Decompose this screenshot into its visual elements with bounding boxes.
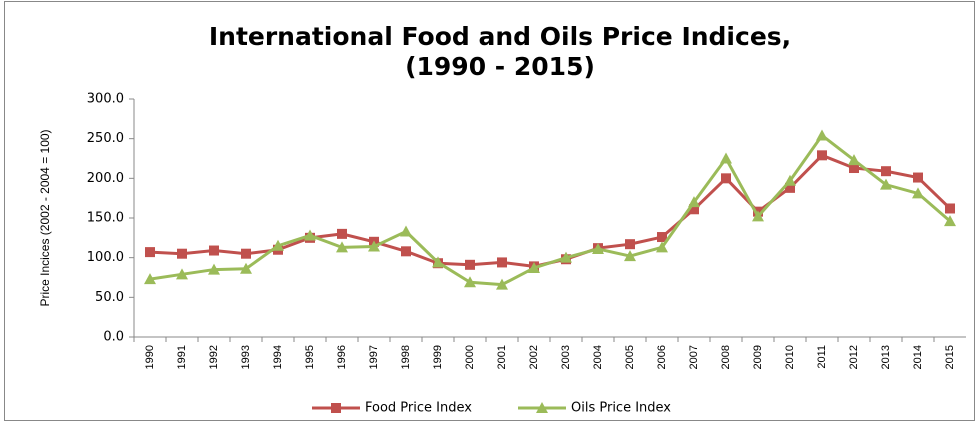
data-point	[945, 203, 955, 214]
x-tick-label: 2008	[720, 345, 732, 369]
data-point	[464, 276, 476, 288]
x-tick-label: 2006	[656, 345, 668, 369]
data-point	[688, 196, 700, 208]
y-tick-label: 150.0	[87, 211, 124, 226]
y-tick-label: 200.0	[87, 171, 124, 186]
data-point	[752, 210, 764, 222]
data-point	[336, 241, 348, 253]
data-point	[401, 246, 411, 257]
x-tick-label: 1993	[240, 345, 252, 369]
data-point	[817, 150, 827, 161]
data-point	[720, 152, 732, 164]
y-tick-label: 50.0	[95, 290, 124, 305]
data-point	[304, 229, 316, 241]
data-point	[177, 248, 187, 259]
data-point	[497, 257, 507, 268]
x-tick-label: 2001	[496, 345, 508, 369]
x-tick-label: 2002	[528, 345, 540, 369]
data-point	[849, 163, 859, 174]
x-tick-label: 2005	[624, 345, 636, 369]
data-point	[368, 240, 380, 252]
data-point	[912, 187, 924, 199]
x-tick-label: 2012	[848, 345, 860, 369]
data-point	[848, 154, 860, 166]
data-point	[592, 242, 604, 254]
data-point	[784, 174, 796, 186]
data-point	[528, 261, 540, 273]
data-point	[656, 241, 668, 253]
data-point	[240, 262, 252, 274]
x-tick-label: 2009	[752, 345, 764, 369]
data-point	[625, 239, 635, 250]
data-point	[721, 173, 731, 184]
data-point	[209, 245, 219, 256]
data-point	[689, 204, 699, 215]
chart-border	[4, 1, 975, 421]
data-point	[496, 278, 508, 290]
x-tick-label: 2007	[688, 345, 700, 369]
x-tick-label: 1999	[432, 345, 444, 369]
data-point	[944, 215, 956, 227]
y-tick-label: 300.0	[87, 92, 124, 107]
x-tick-label: 1996	[336, 345, 348, 369]
x-tick-label: 1998	[400, 345, 412, 369]
x-tick-label: 1997	[368, 345, 380, 369]
series-line	[149, 133, 951, 287]
x-tick-label: 2000	[464, 345, 476, 369]
data-point	[272, 239, 284, 251]
y-axis-label: Price Incices (2002 - 2004 = 100)	[38, 129, 52, 306]
data-point	[785, 182, 795, 193]
data-point	[145, 247, 155, 258]
legend-label: Oils Price Index	[571, 401, 671, 416]
x-tick-label: 1995	[304, 345, 316, 369]
data-point	[337, 228, 347, 239]
data-point	[432, 256, 444, 268]
legend-marker	[331, 403, 341, 413]
data-point	[241, 248, 251, 259]
data-point	[880, 178, 892, 190]
data-point	[881, 166, 891, 177]
legend-label: Food Price Index	[365, 401, 472, 416]
data-point	[176, 268, 188, 280]
data-point	[465, 259, 475, 270]
data-point	[560, 251, 572, 263]
x-tick-label: 1990	[144, 345, 156, 369]
data-point	[913, 172, 923, 183]
x-tick-label: 1991	[176, 345, 188, 369]
x-tick-label: 2015	[944, 345, 956, 369]
chart-title: (1990 - 2015)	[405, 52, 595, 81]
x-tick-label: 1992	[208, 345, 220, 369]
x-tick-label: 1994	[272, 345, 284, 369]
data-point	[400, 225, 412, 237]
data-point	[208, 263, 220, 275]
x-tick-label: 2011	[816, 345, 828, 369]
x-tick-label: 2013	[880, 345, 892, 369]
x-tick-label: 2014	[912, 345, 924, 369]
data-point	[816, 129, 828, 141]
y-tick-label: 0.0	[103, 330, 124, 345]
y-tick-label: 100.0	[87, 250, 124, 265]
x-tick-label: 2004	[592, 345, 604, 369]
data-point	[657, 232, 667, 243]
legend-marker	[536, 402, 548, 413]
x-tick-label: 2003	[560, 345, 572, 369]
x-tick-label: 2010	[784, 345, 796, 369]
chart-title: International Food and Oils Price Indice…	[209, 22, 791, 51]
data-point	[144, 273, 156, 285]
y-tick-label: 250.0	[87, 131, 124, 146]
data-point	[624, 250, 636, 262]
